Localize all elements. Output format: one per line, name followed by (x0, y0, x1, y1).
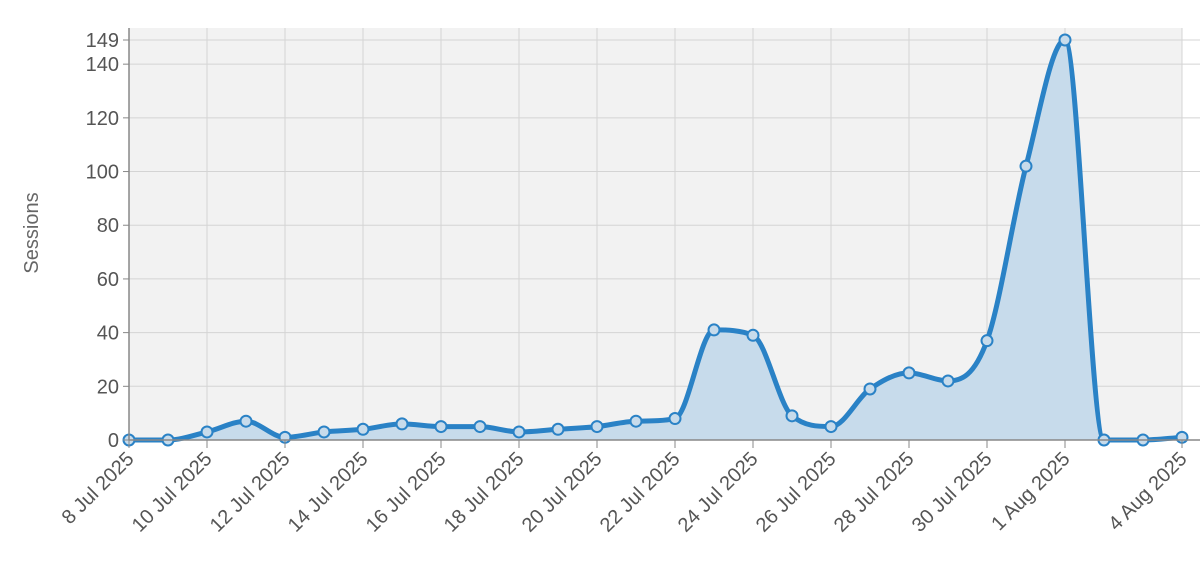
data-point (902, 366, 916, 380)
x-tick-label: 16 Jul 2025 (362, 448, 451, 537)
data-point (395, 417, 409, 431)
y-axis-title: Sessions (21, 192, 43, 273)
x-tick-label: 24 Jul 2025 (674, 448, 763, 537)
x-tick-label: 14 Jul 2025 (284, 448, 373, 537)
data-point (317, 425, 331, 439)
y-tick-label: 0 (108, 430, 119, 452)
x-tick-label: 8 Jul 2025 (58, 448, 139, 529)
y-tick-label: 100 (86, 162, 119, 184)
data-point (200, 425, 214, 439)
data-point (980, 334, 994, 348)
x-tick-label: 10 Jul 2025 (128, 448, 217, 537)
data-point (1019, 159, 1033, 173)
x-tick-label: 20 Jul 2025 (518, 448, 607, 537)
data-point (239, 414, 253, 428)
data-point (512, 425, 526, 439)
data-point (356, 422, 370, 436)
y-tick-label: 149 (86, 30, 119, 52)
x-tick-label: 30 Jul 2025 (908, 448, 997, 537)
data-point (1058, 33, 1072, 47)
data-point (707, 323, 721, 337)
x-tick-label: 1 Aug 2025 (987, 448, 1074, 535)
data-points (122, 33, 1189, 447)
data-point (590, 420, 604, 434)
x-tick-label: 4 Aug 2025 (1104, 448, 1191, 535)
x-tick-label: 22 Jul 2025 (596, 448, 685, 537)
data-point (668, 412, 682, 426)
data-point (551, 422, 565, 436)
data-point (746, 328, 760, 342)
data-point (941, 374, 955, 388)
y-tick-label: 40 (97, 323, 119, 345)
x-tick-label: 28 Jul 2025 (830, 448, 919, 537)
y-tick-label: 20 (97, 376, 119, 398)
y-tick-label: 80 (97, 215, 119, 237)
data-point (824, 420, 838, 434)
data-point (434, 420, 448, 434)
data-point (473, 420, 487, 434)
data-point (785, 409, 799, 423)
data-point (863, 382, 877, 396)
x-tick-label: 26 Jul 2025 (752, 448, 841, 537)
series-area-fill (129, 40, 1182, 440)
data-point (629, 414, 643, 428)
x-tick-label: 18 Jul 2025 (440, 448, 529, 537)
y-tick-label: 140 (86, 54, 119, 76)
x-tick-label: 12 Jul 2025 (206, 448, 295, 537)
axes (128, 28, 1200, 441)
y-tick-label: 60 (97, 269, 119, 291)
y-tick-label: 120 (86, 108, 119, 130)
